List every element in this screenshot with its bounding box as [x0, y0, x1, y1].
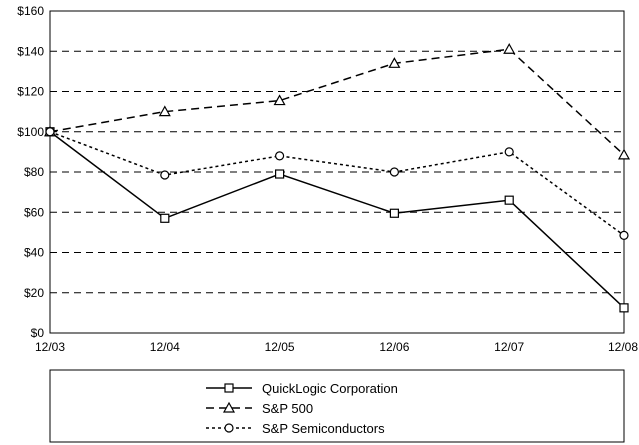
legend-marker-triangle — [222, 401, 236, 413]
x-tick-label: 12/08 — [608, 340, 638, 354]
y-tick-label: $60 — [24, 205, 44, 219]
series-0 — [45, 127, 629, 313]
legend-label: S&P Semiconductors — [262, 421, 385, 436]
data-point — [389, 208, 399, 218]
data-point — [389, 167, 399, 177]
series-2 — [45, 127, 629, 240]
y-axis-tick-labels: $0 $20 $40 $60 $80 $100 $120 $140 $160 — [17, 4, 44, 340]
legend-label: QuickLogic Corporation — [262, 381, 398, 396]
data-point — [158, 105, 171, 117]
legend-box — [49, 369, 625, 443]
data-point — [504, 195, 514, 205]
series-line — [49, 48, 625, 156]
x-tick-label: 12/06 — [379, 340, 409, 354]
y-tick-label: $140 — [17, 44, 44, 58]
x-tick-label: 12/04 — [150, 340, 180, 354]
legend-marker-square — [224, 383, 234, 393]
data-point — [160, 170, 170, 180]
y-tick-label: $80 — [24, 165, 44, 179]
data-point — [619, 303, 629, 313]
y-tick-label: $40 — [24, 246, 44, 260]
data-point — [388, 57, 401, 68]
plot-area-frame — [49, 10, 625, 334]
series-line — [49, 131, 625, 309]
data-point — [504, 147, 514, 157]
y-tick-label: $0 — [31, 326, 45, 340]
data-point — [617, 148, 631, 160]
y-tick-label: $100 — [17, 125, 44, 139]
y-tick-label: $20 — [24, 286, 44, 300]
legend-label: S&P 500 — [262, 401, 313, 416]
data-point — [45, 127, 55, 137]
series-1 — [43, 43, 631, 160]
y-tick-label: $120 — [17, 85, 44, 99]
data-point — [275, 169, 285, 179]
y-tick-label: $160 — [17, 4, 44, 18]
x-tick-label: 12/05 — [265, 340, 295, 354]
data-point — [275, 151, 285, 161]
series-line — [49, 131, 625, 237]
x-axis-tick-labels: 12/03 12/04 12/05 12/06 12/07 12/08 — [35, 340, 638, 354]
x-tick-label: 12/03 — [35, 340, 65, 354]
series-layer — [43, 43, 631, 313]
data-point — [273, 94, 286, 106]
x-tick-label: 12/07 — [494, 340, 524, 354]
data-point — [503, 43, 516, 54]
data-point — [160, 213, 170, 223]
legend-marker-circle — [224, 423, 234, 433]
data-point — [619, 230, 629, 240]
legend: QuickLogic Corporation S&P 500 S&P Semicon… — [206, 381, 398, 436]
